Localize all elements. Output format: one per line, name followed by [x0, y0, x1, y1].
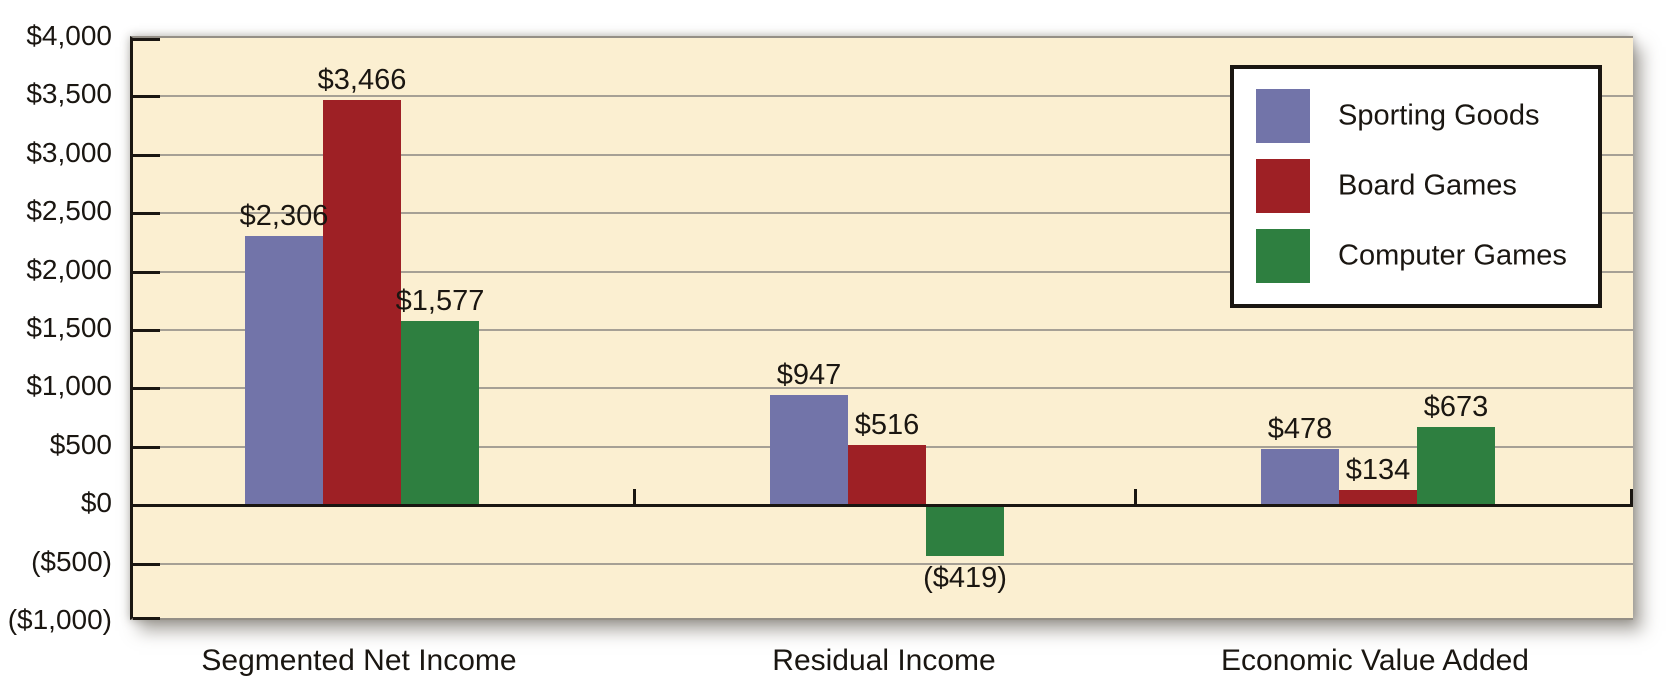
bar-value-label: $3,466 — [317, 64, 407, 97]
category-label-segmented-net-income: Segmented Net Income — [201, 644, 517, 677]
bar-sporting-goods-segmented-net-income — [245, 235, 323, 506]
bar-computer-games-segmented-net-income — [401, 321, 479, 506]
y-axis-tick — [133, 617, 160, 620]
bar-value-label: $673 — [1423, 390, 1489, 423]
y-axis-tick-label: $4,000 — [26, 20, 112, 51]
bar-value-label: ($419) — [923, 562, 1007, 595]
y-axis-tick-label: $1,000 — [26, 370, 112, 402]
gridline — [133, 387, 1633, 390]
bar-sporting-goods-economic-value-added — [1261, 449, 1339, 506]
legend-label: Sporting Goods — [1338, 99, 1540, 132]
gridline — [133, 329, 1633, 331]
y-axis-tick-label: $500 — [49, 428, 112, 460]
legend-swatch-computer-games — [1256, 229, 1310, 283]
bar-value-label: $2,306 — [239, 199, 329, 232]
y-axis-tick — [133, 95, 160, 99]
y-axis-tick — [133, 504, 160, 508]
y-axis-tick-label: $3,500 — [26, 78, 112, 110]
y-axis-tick-label: $1,500 — [26, 312, 112, 343]
y-axis-tick-label: $3,000 — [26, 136, 112, 168]
bar-value-label: $947 — [776, 358, 842, 391]
bar-board-games-segmented-net-income — [323, 100, 401, 506]
y-axis-tick-label: ($500) — [31, 545, 112, 577]
y-axis-tick — [133, 212, 160, 216]
gridline — [133, 212, 1633, 215]
bar-value-label: $478 — [1267, 413, 1333, 446]
y-axis-tick — [133, 270, 160, 274]
gridline — [133, 153, 1633, 156]
y-axis-tick-label: ($1,000) — [7, 604, 112, 635]
bar-value-label: $134 — [1345, 453, 1411, 486]
legend-item-board-games: Board Games — [1256, 159, 1586, 213]
y-axis-tick — [133, 445, 160, 449]
bar-board-games-economic-value-added — [1339, 489, 1417, 506]
bar-value-label: $1,577 — [395, 285, 485, 317]
legend-swatch-board-games — [1256, 159, 1310, 213]
bar-sporting-goods-residual-income — [770, 394, 848, 506]
legend-label: Computer Games — [1338, 239, 1567, 272]
x-axis-tick — [1134, 489, 1137, 506]
y-axis-tick-label: $2,000 — [26, 253, 112, 285]
x-axis-tick — [1630, 489, 1633, 506]
gridline — [133, 270, 1633, 273]
category-label-residual-income: Residual Income — [772, 644, 996, 677]
y-axis-tick — [133, 153, 160, 157]
bar-computer-games-residual-income — [926, 507, 1004, 557]
y-axis-tick — [133, 329, 160, 332]
x-axis-tick — [633, 489, 636, 506]
legend-item-sporting-goods: Sporting Goods — [1256, 89, 1586, 143]
gridline — [133, 95, 1633, 98]
zero-axis-line — [133, 504, 1633, 508]
legend-swatch-sporting-goods — [1256, 89, 1310, 143]
y-axis-tick — [133, 38, 160, 41]
legend-label: Board Games — [1338, 169, 1517, 202]
y-axis-tick-label: $0 — [80, 487, 112, 519]
y-axis-tick — [133, 387, 160, 391]
category-label-economic-value-added: Economic Value Added — [1221, 644, 1529, 677]
bar-computer-games-economic-value-added — [1417, 426, 1495, 506]
legend-item-computer-games: Computer Games — [1256, 229, 1586, 283]
y-axis-tick — [133, 562, 160, 566]
legend: Sporting Goods Board Games Computer Games — [1230, 65, 1602, 308]
gridline — [133, 562, 1633, 565]
y-axis-tick-label: $2,500 — [26, 195, 112, 227]
bar-board-games-residual-income — [848, 444, 926, 506]
bar-value-label: $516 — [854, 408, 920, 441]
